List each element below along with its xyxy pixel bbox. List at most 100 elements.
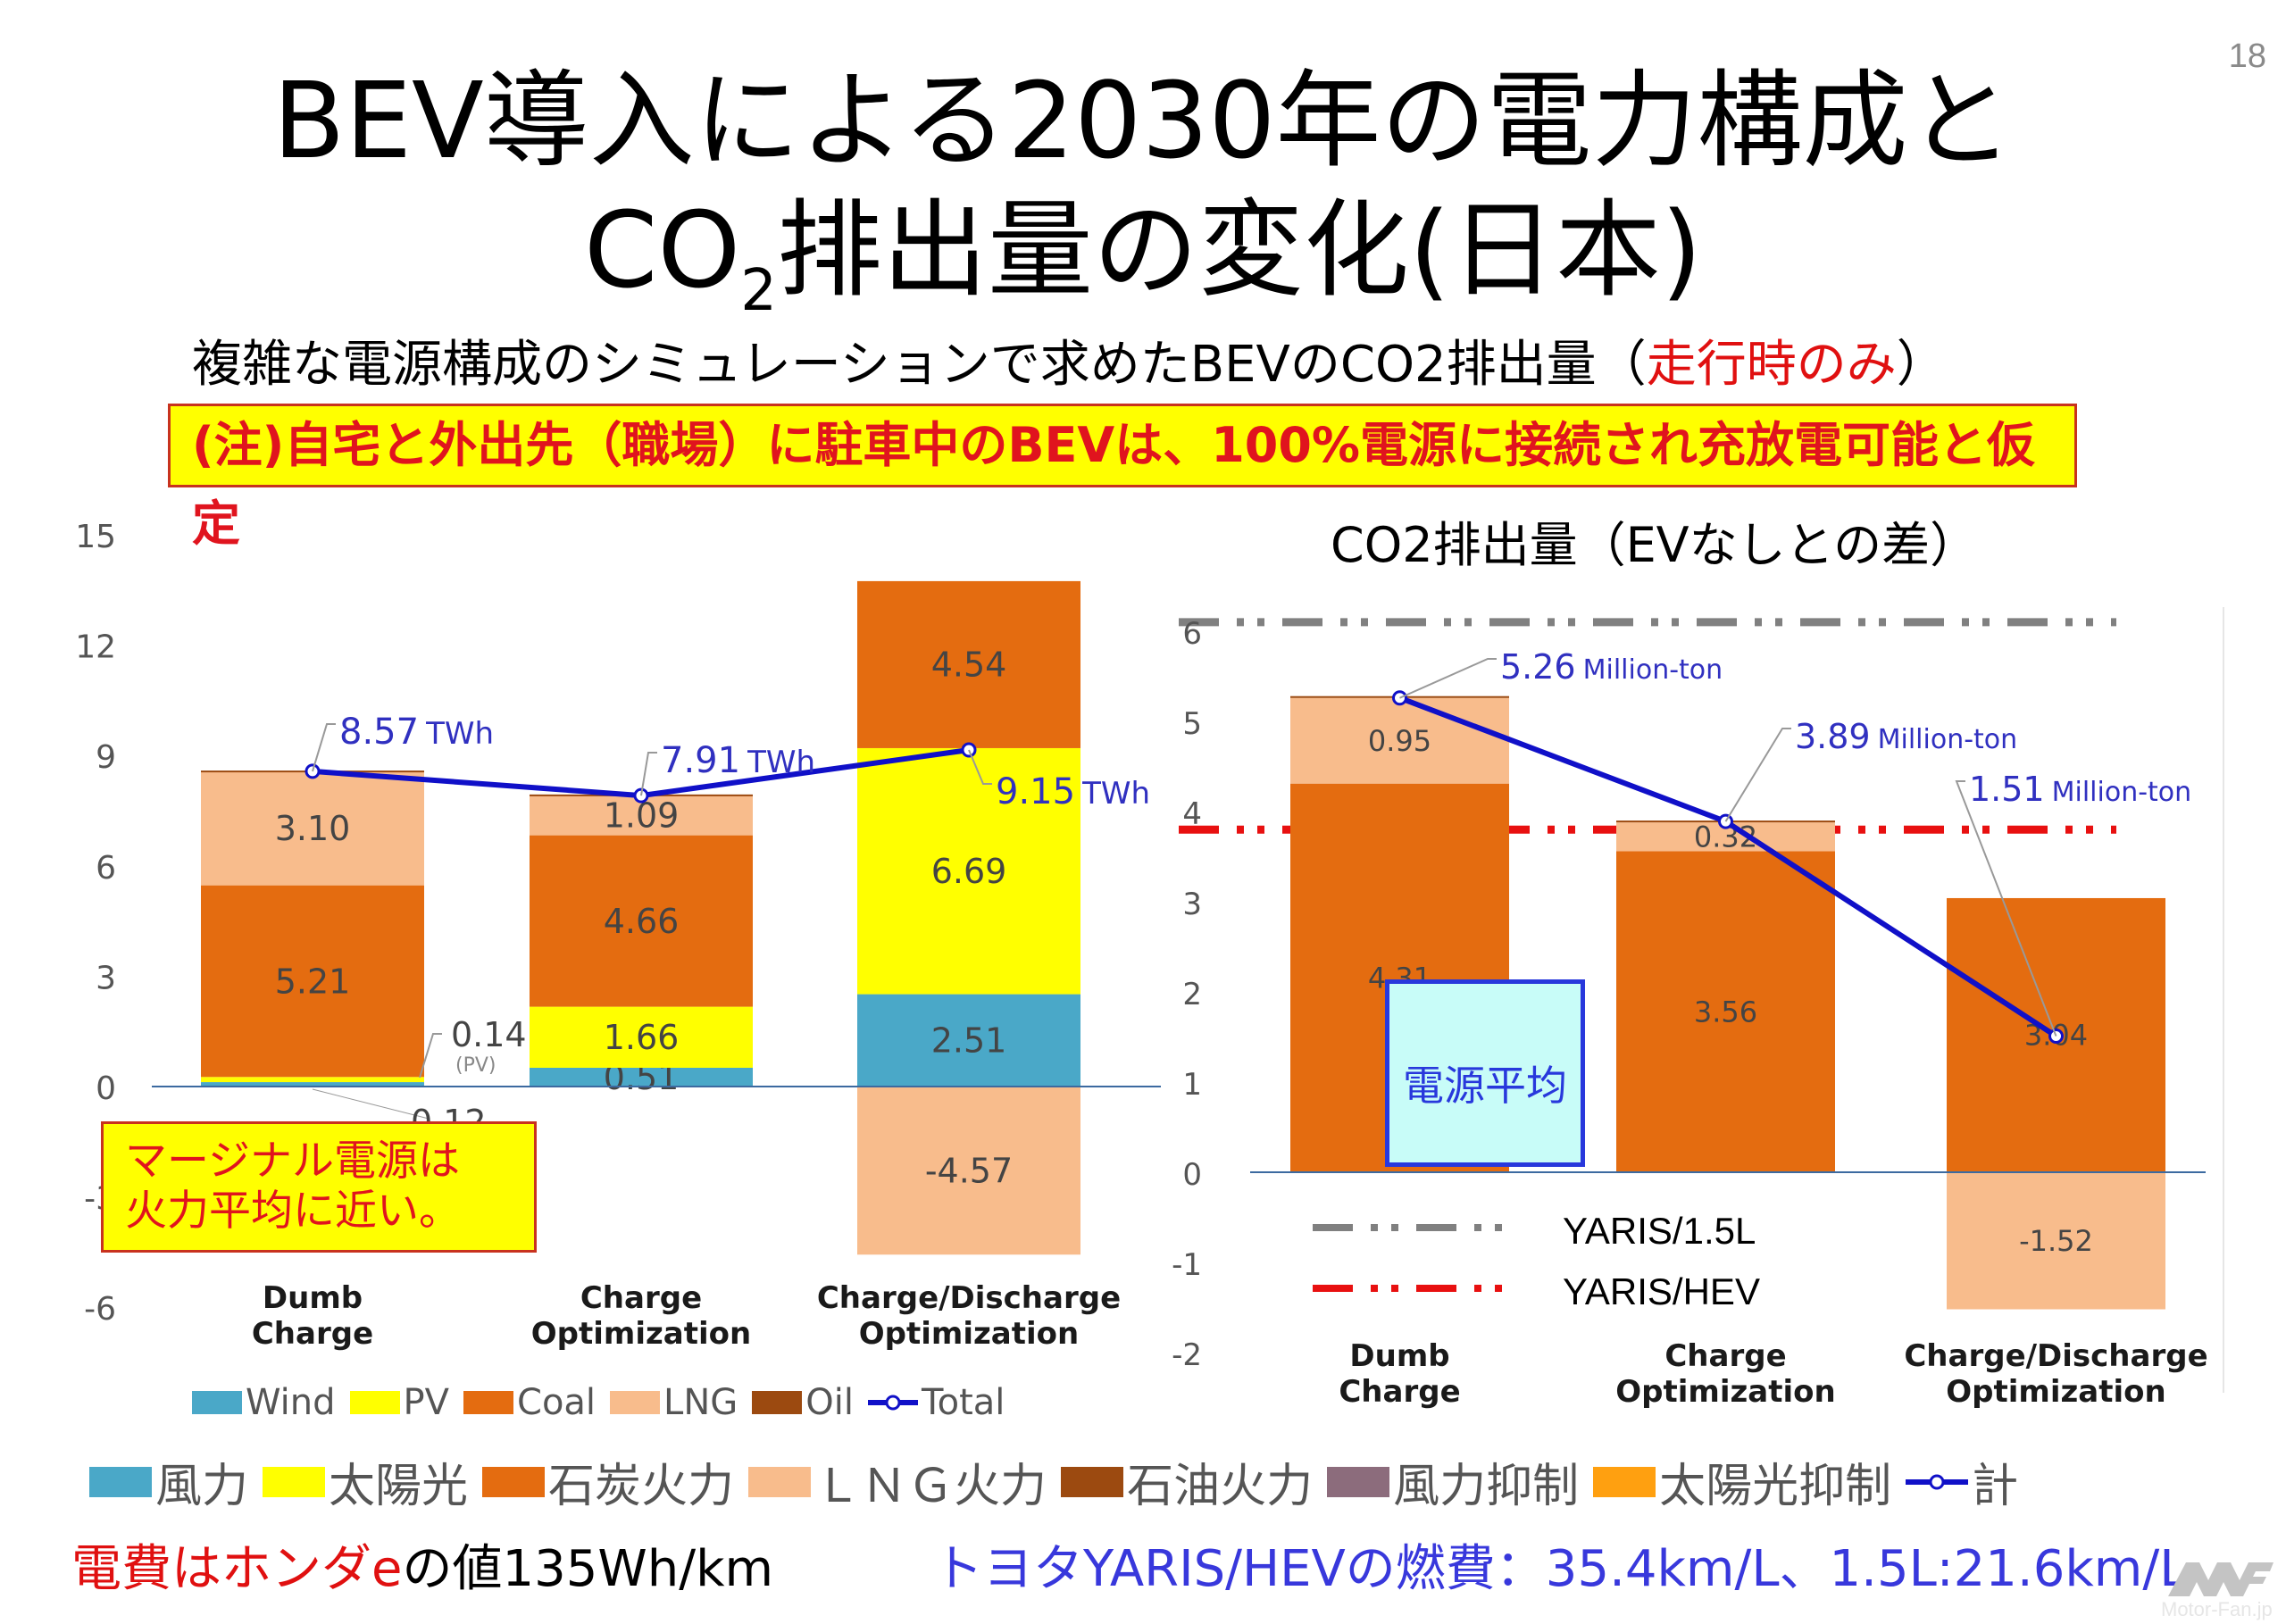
category-label: Charge <box>1339 1374 1460 1410</box>
data-label-lng: 3.10 <box>275 809 351 848</box>
y-tick-label: 4 <box>1182 796 1202 832</box>
data-label-pv-note: (PV) <box>455 1054 496 1077</box>
total-unit: Million-ton <box>1878 724 2018 755</box>
footer-electricity-note: 電費はホンダeの値135Wh/km <box>71 1528 773 1601</box>
legend-label: Oil <box>805 1382 854 1423</box>
watermark-text: Motor-Fan.jp <box>2161 1598 2273 1620</box>
legend-yaris-15l: YARIS/1.5L <box>1313 1201 1866 1262</box>
total-point <box>305 763 321 779</box>
category-label: Charge/Discharge <box>817 1280 1121 1316</box>
data-label-wind: 2.51 <box>931 1021 1007 1061</box>
legend-label: 風力抑制 <box>1393 1460 1580 1513</box>
legend-english: Wind PV Coal LNG Oil Total <box>192 1382 1019 1427</box>
marginal-callout-line-2: 火力平均に近い。 <box>125 1187 461 1236</box>
page-title-line-2: CO2排出量の変化(日本) <box>0 192 2286 349</box>
data-label-coal: 3.56 <box>1694 995 1757 1029</box>
page-title-line-1: BEV導入による2030年の電力構成と <box>272 59 2014 182</box>
legend-swatch-icon <box>1327 1466 1390 1497</box>
y-tick-label: -1 <box>1172 1247 1202 1283</box>
total-leader-line <box>640 752 657 796</box>
total-label: 8.57 TWh <box>339 712 494 753</box>
total-label: 9.15 TWh <box>996 771 1150 812</box>
legend-item: ＬＮＧ火力 <box>748 1448 1047 1515</box>
bar-segment-pv <box>857 747 1080 995</box>
legend-japanese: 風力 太陽光 石炭火力 ＬＮＧ火力 石油火力 風力抑制 太陽光抑制 計 <box>89 1448 2032 1515</box>
bar-segment-wind <box>857 994 1080 1087</box>
legend-label: Total <box>921 1382 1005 1423</box>
co2-emission-chart: 6543210-1-24.310.95DumbCharge3.560.32Cha… <box>1172 607 2224 1410</box>
reference-line-legend: YARIS/1.5L YARIS/HEV <box>1313 1201 1866 1322</box>
category-label: Dumb <box>263 1280 363 1316</box>
legend-item: 石炭火力 <box>482 1448 734 1515</box>
marginal-source-callout: マージナル電源は 火力平均に近い。 <box>101 1121 537 1253</box>
y-tick-label: 1 <box>1182 1067 1202 1103</box>
data-label-coal: 4.54 <box>931 645 1007 685</box>
legend-yaris-hev-label: YARIS/HEV <box>1563 1270 1760 1312</box>
legend-swatch-icon <box>748 1466 812 1497</box>
legend-item: 太陽光 <box>263 1448 468 1515</box>
y-tick-label: -6 <box>84 1291 116 1328</box>
legend-item: Oil <box>752 1382 854 1423</box>
pv-leader-line <box>419 1033 442 1079</box>
data-label-lng: -4.57 <box>925 1151 1013 1190</box>
wind-leader-line <box>312 1088 430 1120</box>
bar-segment-lng <box>1947 1172 2165 1310</box>
data-label-lng: 0.95 <box>1368 724 1431 758</box>
y-tick-label: 6 <box>1182 616 1202 652</box>
y-tick-label: 6 <box>96 850 116 887</box>
assumption-note: (注)自宅と外出先（職場）に駐車中のBEVは、100%電源に接続され充放電可能と… <box>168 404 2077 552</box>
bar-segment-lng <box>857 1087 1080 1255</box>
y-tick-label: 3 <box>96 960 116 996</box>
total-label: 7.91 TWh <box>661 740 815 781</box>
footer-fuel-note: トヨタYARIS/HEVの燃費：35.4km/L、1.5L:21.6km/L <box>933 1540 2188 1598</box>
legend-label: Coal <box>517 1382 597 1423</box>
total-leader-line <box>1955 780 2057 1037</box>
co2-chart-title: CO2排出量（EVなしとの差） <box>1331 517 1979 573</box>
legend-item: 風力 <box>89 1448 248 1515</box>
subtitle-close: ） <box>1896 336 1947 394</box>
subtitle-main: 複雑な電源構成のシミュレーションで求めたBEVのCO2排出量（ <box>192 336 1647 394</box>
category-label: Dumb <box>1349 1338 1449 1374</box>
total-leader-line <box>1399 658 1497 699</box>
total-point <box>633 787 649 804</box>
legend-swatch-icon <box>482 1466 546 1497</box>
source-average-callout: 電源平均 <box>1385 979 1585 1167</box>
legend-label: ＬＮＧ火力 <box>814 1460 1047 1513</box>
title-subscript: 2 <box>740 258 777 324</box>
legend-label: 石油火力 <box>1127 1460 1314 1513</box>
title-rest: 排出量の変化(日本) <box>776 188 1703 312</box>
legend-label: PV <box>403 1382 450 1423</box>
category-label: Optimization <box>859 1316 1079 1352</box>
data-label-pv-dumb: 0.14 <box>451 1015 527 1054</box>
subtitle: 複雑な電源構成のシミュレーションで求めたBEVのCO2排出量（走行時のみ） <box>192 335 1947 396</box>
data-label-pv: 6.69 <box>931 852 1007 891</box>
total-unit: Million-ton <box>1583 654 1723 686</box>
footer-left-black: の値135Wh/km <box>402 1540 774 1598</box>
y-tick-label: 5 <box>1182 706 1202 742</box>
legend-label: 風力 <box>155 1460 249 1513</box>
y-tick-label: -2 <box>1172 1337 1202 1373</box>
legend-label: 太陽光抑制 <box>1659 1460 1892 1513</box>
legend-swatch-icon <box>463 1391 514 1414</box>
legend-label: 計 <box>1972 1460 2019 1513</box>
legend-item: PV <box>349 1382 450 1423</box>
legend-item: Total <box>867 1382 1005 1423</box>
legend-swatch-icon <box>752 1391 803 1414</box>
bar-segment-lng <box>201 770 424 886</box>
total-label: 5.26 Million-ton <box>1500 647 1723 687</box>
power-mix-chart: 15129630-3-65.213.10DumbCharge0.511.664.… <box>75 519 1161 1352</box>
total-leader-line <box>968 749 992 785</box>
legend-item: 石油火力 <box>1061 1448 1313 1515</box>
legend-item: 風力抑制 <box>1327 1448 1579 1515</box>
total-unit: TWh <box>1081 776 1150 812</box>
bar-segment-lng <box>1290 697 1509 784</box>
subtitle-highlight: 走行時のみ <box>1646 336 1897 394</box>
legend-swatch-icon <box>89 1466 152 1497</box>
legend-swatch-icon <box>263 1466 326 1497</box>
bar-segment-coal <box>1616 851 1835 1172</box>
y-tick-label: 15 <box>75 519 116 555</box>
dash-dot-red-icon <box>1313 1285 1509 1292</box>
category-label: Optimization <box>1615 1374 1835 1410</box>
y-tick-label: 9 <box>96 739 116 776</box>
y-tick-label: 3 <box>1182 887 1202 922</box>
